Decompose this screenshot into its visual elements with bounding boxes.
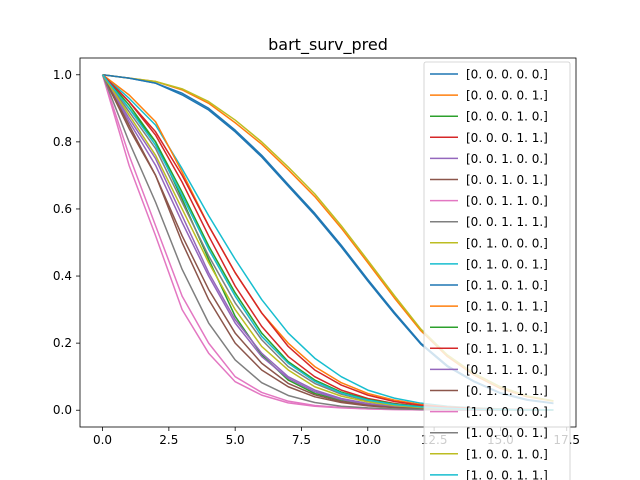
legend-label: [1. 0. 0. 0. 1.]	[466, 426, 548, 440]
legend-label: [0. 0. 0. 0. 1.]	[466, 89, 548, 103]
x-tick-label: 5.0	[226, 433, 245, 447]
legend-label: [0. 1. 1. 0. 0.]	[466, 321, 548, 335]
legend-label: [0. 0. 0. 1. 0.]	[466, 110, 548, 124]
legend-label: [0. 0. 1. 1. 1.]	[466, 215, 548, 229]
legend-label: [0. 0. 0. 1. 1.]	[466, 131, 548, 145]
y-tick-label: 0.0	[53, 403, 72, 417]
y-tick-label: 0.4	[53, 269, 72, 283]
legend-label: [1. 0. 0. 1. 1.]	[466, 468, 548, 480]
y-tick-label: 0.2	[53, 336, 72, 350]
chart-title: bart_surv_pred	[268, 35, 388, 55]
legend-label: [0. 1. 0. 0. 0.]	[466, 236, 548, 250]
y-tick-label: 0.6	[53, 202, 72, 216]
x-tick-label: 2.5	[159, 433, 178, 447]
legend: [0. 0. 0. 0. 0.] [0. 0. 0. 0. 1.] [0. 0. 0…	[423, 61, 571, 480]
legend-label: [0. 0. 1. 1. 0.]	[466, 194, 548, 208]
y-tick-label: 1.0	[53, 68, 72, 82]
x-tick-label: 7.5	[292, 433, 311, 447]
axes-frame	[79, 57, 577, 428]
y-tick-label: 0.8	[53, 135, 72, 149]
x-tick-label: 10.0	[354, 433, 381, 447]
legend-label: [0. 0. 1. 0. 0.]	[466, 152, 548, 166]
legend-label: [1. 0. 0. 1. 0.]	[466, 447, 548, 461]
legend-label: [0. 1. 1. 1. 1.]	[466, 384, 548, 398]
legend-label: [0. 1. 1. 0. 1.]	[466, 342, 548, 356]
legend-label: [0. 0. 0. 0. 0.]	[466, 68, 548, 82]
legend-label: [0. 1. 1. 1. 0.]	[466, 363, 548, 377]
legend-label: [0. 1. 0. 1. 0.]	[466, 279, 548, 293]
x-tick-label: 0.0	[93, 433, 112, 447]
legend-label: [0. 1. 0. 1. 1.]	[466, 300, 548, 314]
legend-box	[423, 61, 571, 480]
legend-label: [1. 0. 0. 0. 0.]	[466, 405, 548, 419]
legend-label: [0. 1. 0. 0. 1.]	[466, 257, 548, 271]
legend-label: [0. 0. 1. 0. 1.]	[466, 173, 548, 187]
